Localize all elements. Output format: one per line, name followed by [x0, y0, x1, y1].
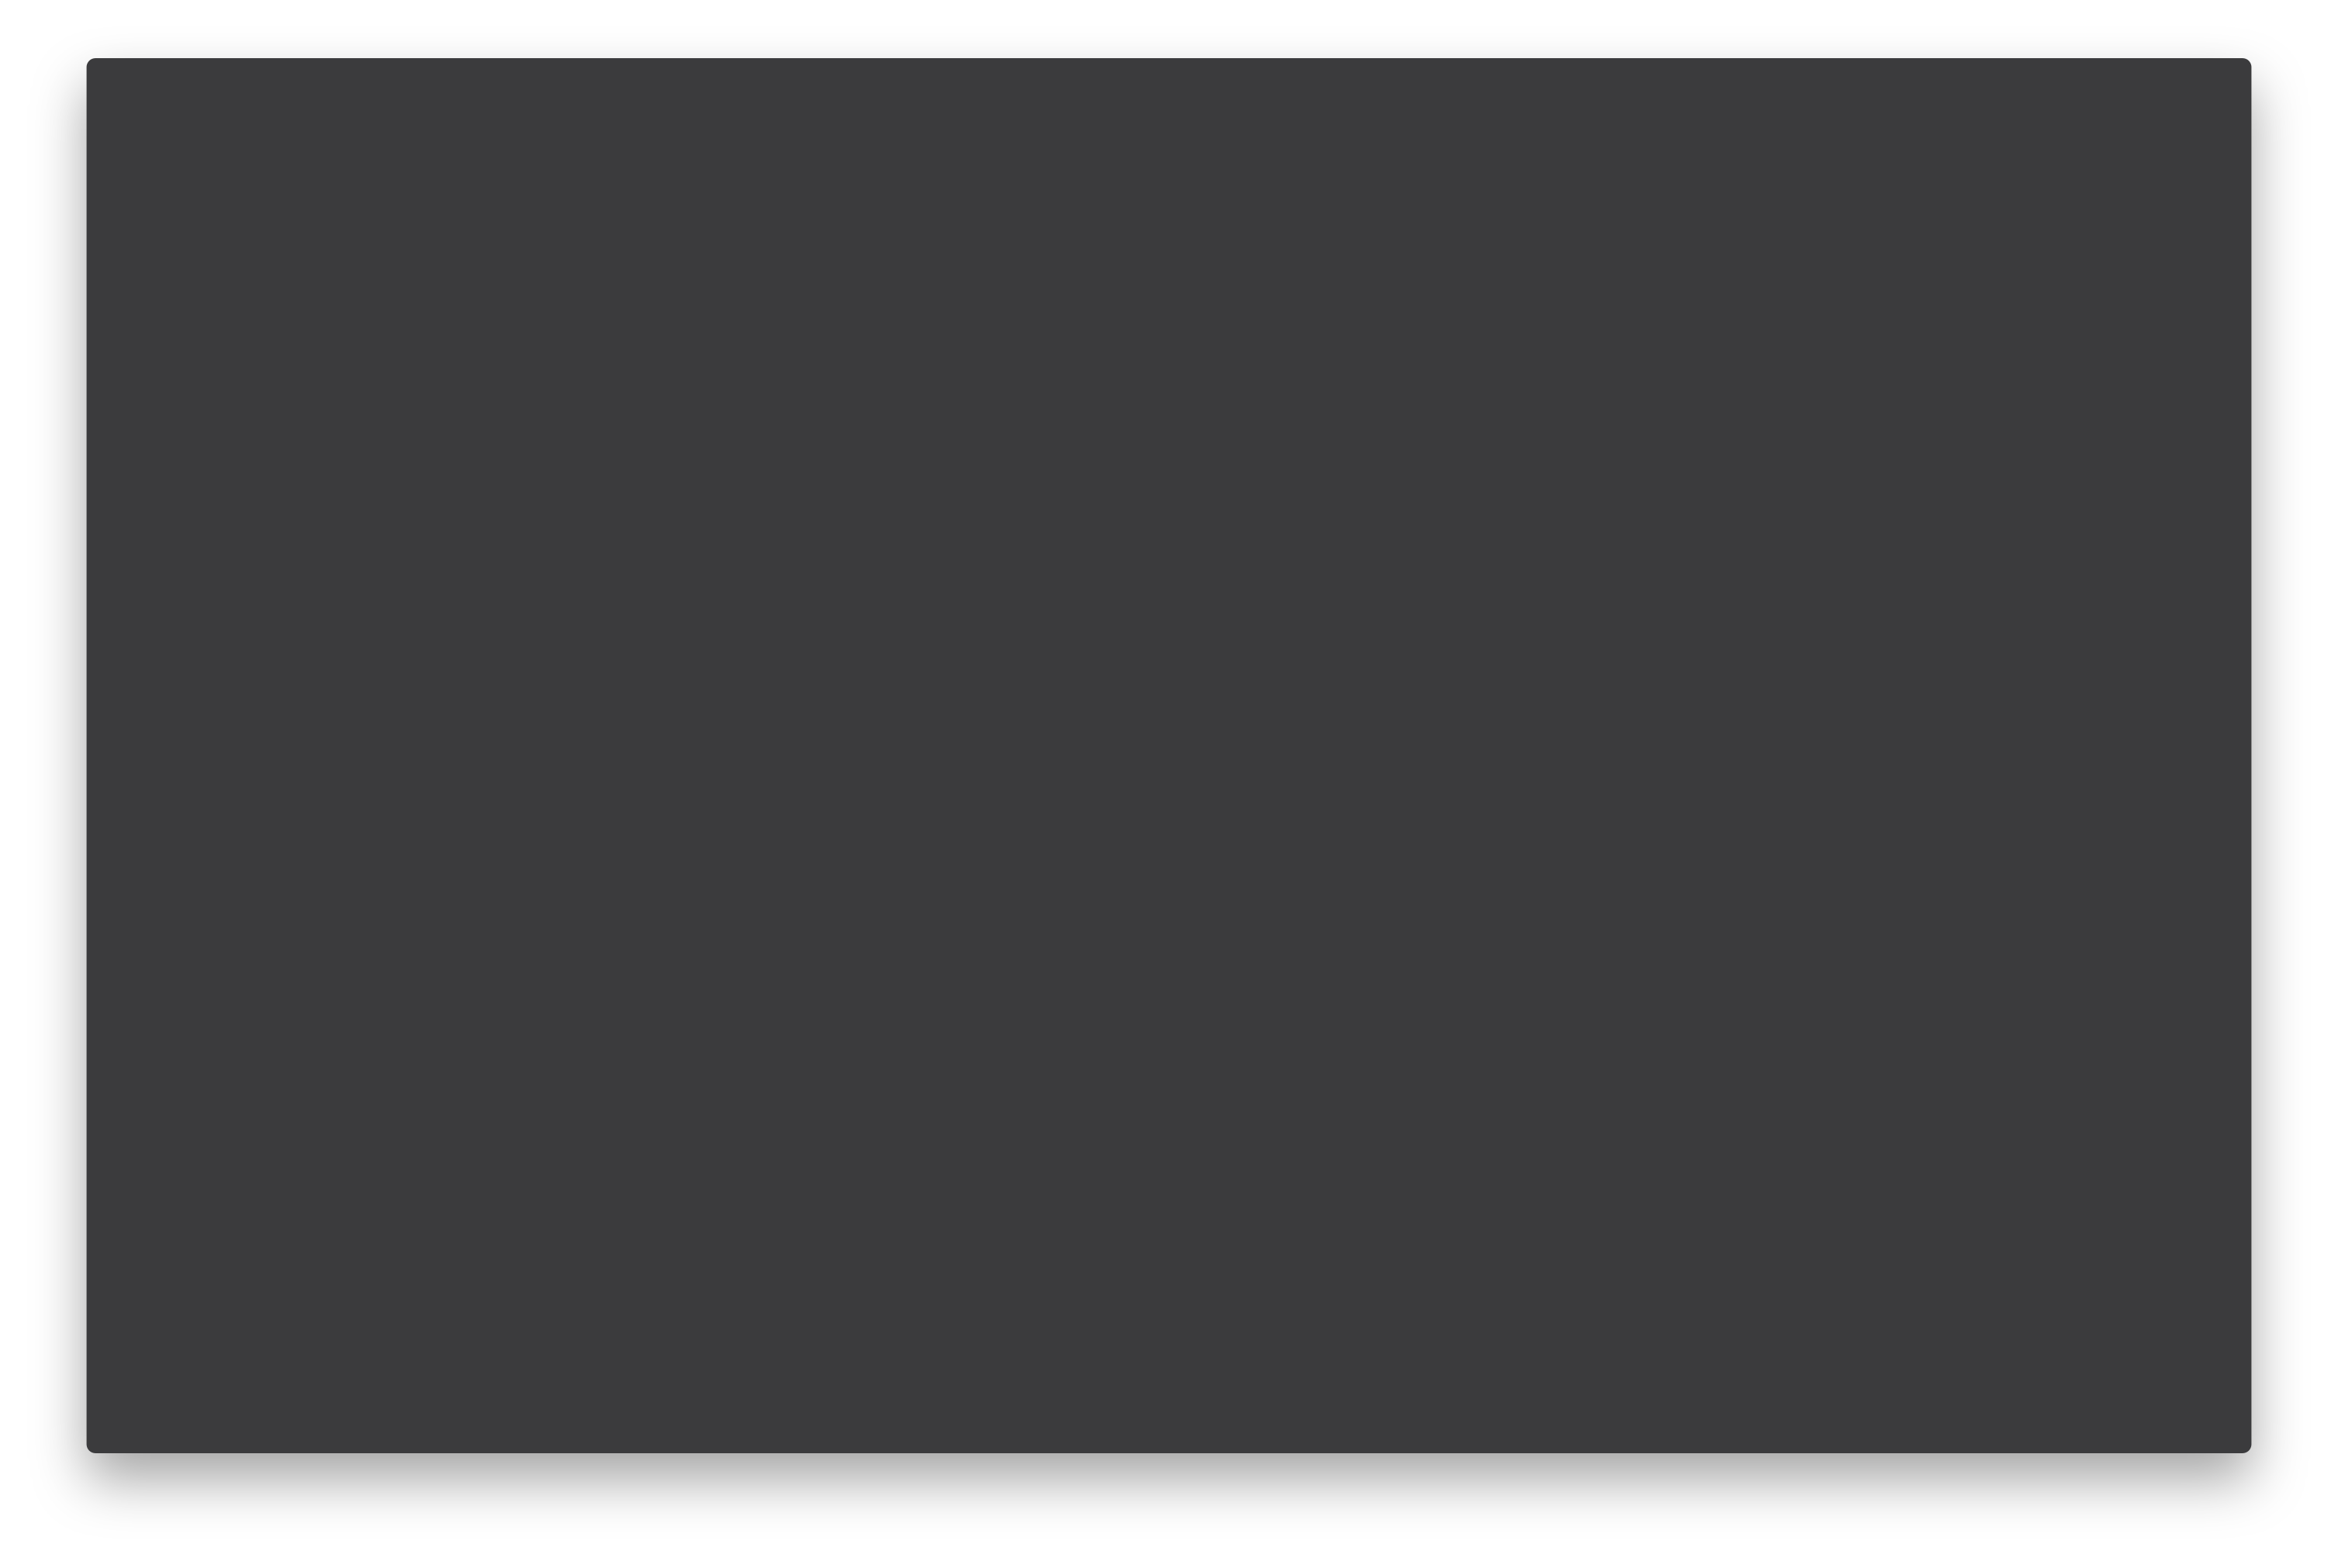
- window-shadow: [86, 57, 2252, 1454]
